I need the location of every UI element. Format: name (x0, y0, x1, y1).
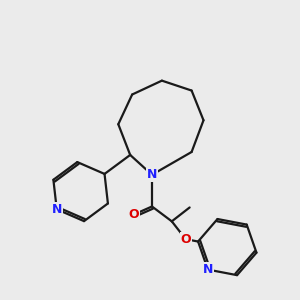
Text: N: N (52, 203, 62, 216)
Text: O: O (129, 208, 140, 221)
Text: N: N (147, 168, 157, 181)
Text: O: O (180, 233, 191, 246)
Text: N: N (203, 263, 213, 276)
